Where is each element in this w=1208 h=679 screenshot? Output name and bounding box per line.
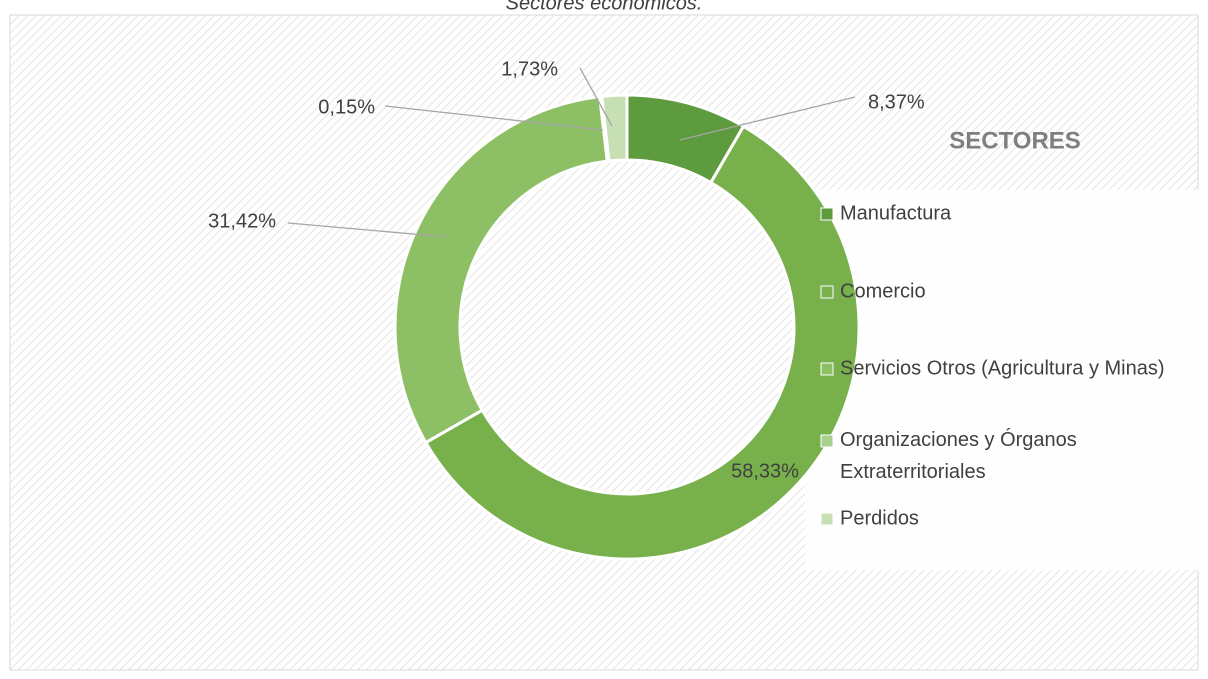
legend-marker [820, 285, 834, 299]
legend-label: Servicios Otros (Agricultura y Minas) [840, 357, 1165, 379]
legend-marker [820, 362, 834, 376]
leader-line [384, 105, 604, 131]
legend-box [805, 190, 1208, 570]
data-label: 8,37% [868, 91, 925, 113]
legend-marker [820, 512, 834, 526]
data-label: 31,42% [208, 210, 276, 232]
donut-segment [423, 124, 861, 561]
legend-label: Perdidos [840, 507, 919, 529]
legend-title: SECTORES [949, 127, 1081, 154]
legend-label-line: Extraterritoriales [840, 461, 986, 483]
leader-line [579, 67, 613, 127]
legend-label-line: Organizaciones y Órganos [840, 428, 1077, 451]
legend-label: Organizaciones y Órganos Extraterritorial… [840, 428, 1077, 483]
legend-marker [820, 434, 834, 448]
data-label: 0,15% [318, 96, 375, 118]
leader-line [287, 222, 448, 238]
legend-label: Manufactura [840, 202, 952, 224]
donut-segment [600, 93, 629, 163]
leader-line [679, 96, 856, 141]
legend-marker [820, 207, 834, 221]
legend-label: Comercio [840, 280, 926, 302]
data-label: 58,33% [731, 460, 799, 482]
data-label: 1,73% [501, 58, 558, 80]
chart-title: Sectores económicos. [506, 0, 703, 14]
donut-segment [393, 94, 609, 445]
